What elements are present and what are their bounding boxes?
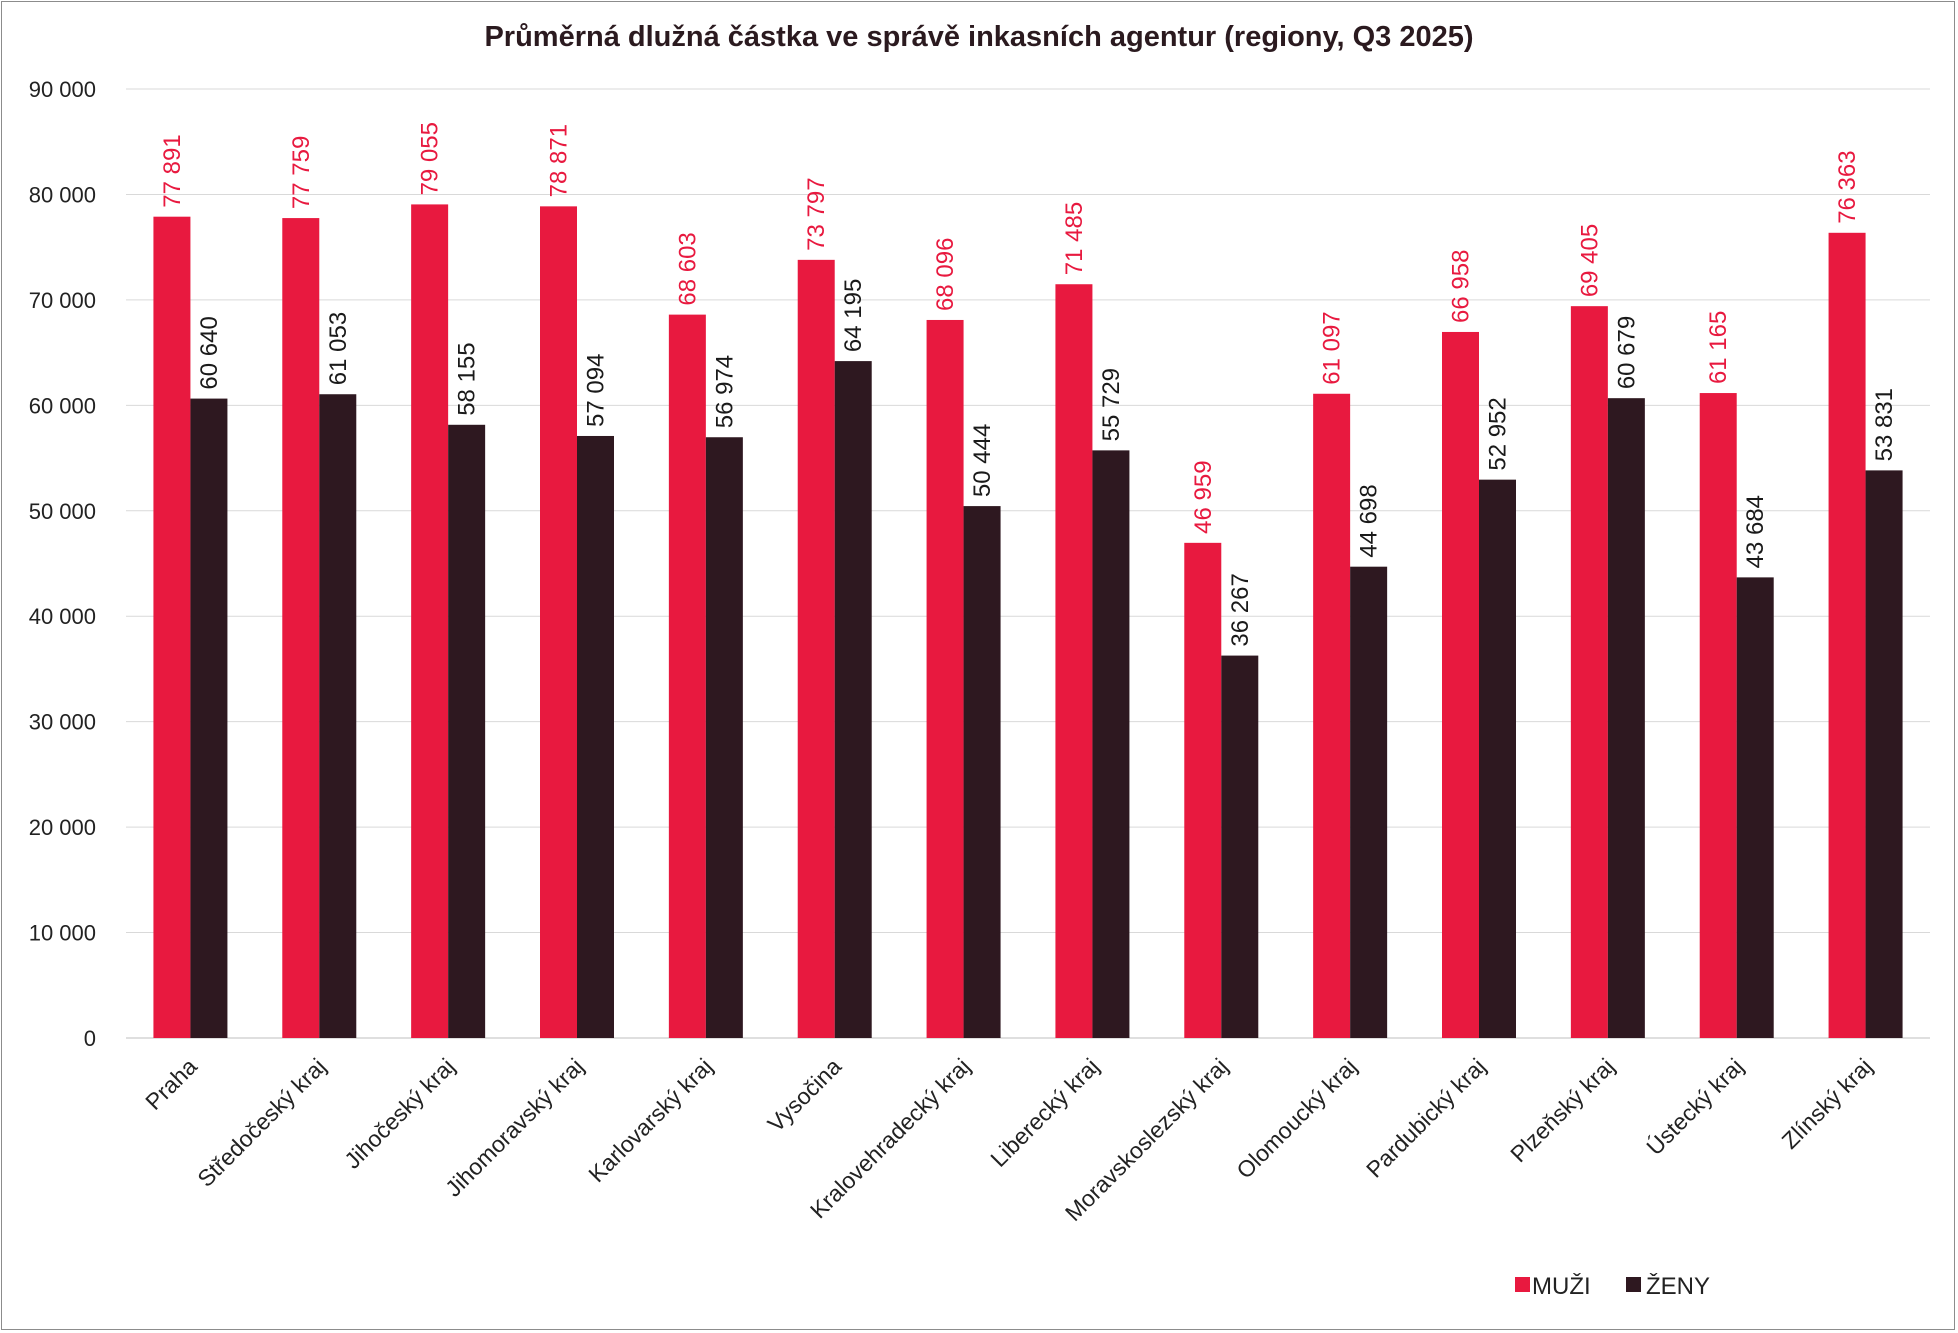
y-tick-label: 20 000 bbox=[29, 815, 96, 840]
data-label-zeny: 50 444 bbox=[969, 424, 996, 497]
y-tick-label: 0 bbox=[84, 1026, 96, 1051]
data-label-zeny: 44 698 bbox=[1356, 484, 1383, 557]
chart-title: Průměrná dlužná částka ve správě inkasní… bbox=[484, 21, 1473, 53]
bar-muzi bbox=[540, 206, 577, 1038]
bar-zeny bbox=[1092, 450, 1130, 1038]
x-tick-label: Olomoucký kraj bbox=[1231, 1053, 1361, 1183]
bar-muzi bbox=[1313, 393, 1351, 1038]
y-tick-label: 90 000 bbox=[29, 77, 96, 102]
y-tick-label: 80 000 bbox=[29, 182, 96, 207]
data-label-zeny: 64 195 bbox=[840, 279, 867, 352]
bar-muzi bbox=[797, 259, 835, 1038]
bar-muzi bbox=[1442, 331, 1479, 1038]
y-axis: 0 10 000 20 000 30 000 40 000 50 000 60 000 70 … bbox=[29, 77, 96, 1051]
bars bbox=[153, 204, 1903, 1039]
data-label-muzi: 79 055 bbox=[417, 122, 444, 195]
data-label-muzi: 61 097 bbox=[1319, 311, 1346, 384]
data-label-muzi: 77 759 bbox=[288, 136, 315, 209]
bar-zeny bbox=[1350, 566, 1388, 1038]
bar-muzi bbox=[1184, 542, 1222, 1038]
data-label-muzi: 61 165 bbox=[1705, 311, 1732, 384]
legend-swatch-muzi bbox=[1515, 1277, 1530, 1292]
bar-zeny bbox=[1736, 577, 1774, 1038]
y-tick-label: 30 000 bbox=[29, 710, 96, 735]
bar-zeny bbox=[1865, 470, 1903, 1038]
bar-muzi bbox=[1828, 232, 1866, 1039]
data-label-zeny: 36 267 bbox=[1227, 573, 1254, 646]
bar-zeny bbox=[834, 361, 872, 1039]
data-label-zeny: 52 952 bbox=[1485, 397, 1512, 470]
bar-muzi bbox=[1699, 393, 1737, 1038]
bar-zeny bbox=[1221, 655, 1259, 1038]
bar-muzi bbox=[1055, 284, 1093, 1039]
bar-muzi bbox=[668, 314, 706, 1038]
data-labels: 77 891 60 640 77 759 61 053 79 055 58 155 78 8… bbox=[159, 122, 1898, 647]
x-tick-label: Liberecký kraj bbox=[985, 1053, 1104, 1172]
legend: MUŽI ŽENY bbox=[1515, 1273, 1710, 1300]
bar-zeny bbox=[577, 435, 614, 1039]
data-label-muzi: 78 871 bbox=[546, 124, 573, 197]
y-tick-label: 50 000 bbox=[29, 499, 96, 524]
data-label-muzi: 69 405 bbox=[1576, 224, 1603, 297]
data-label-muzi: 66 958 bbox=[1448, 250, 1475, 323]
data-label-zeny: 53 831 bbox=[1871, 388, 1898, 461]
x-tick-label: Vysočina bbox=[762, 1053, 846, 1137]
bar-zeny bbox=[1479, 479, 1516, 1038]
y-tick-label: 60 000 bbox=[29, 393, 96, 418]
x-tick-label: Jihomoravský kraj bbox=[440, 1053, 589, 1202]
data-label-zeny: 60 640 bbox=[196, 316, 223, 389]
y-tick-label: 10 000 bbox=[29, 921, 96, 946]
legend-label-muzi: MUŽI bbox=[1532, 1273, 1591, 1300]
x-tick-label: Ústecký kraj bbox=[1641, 1053, 1748, 1160]
bar-zeny bbox=[705, 437, 743, 1038]
legend-swatch-zeny bbox=[1626, 1277, 1641, 1292]
x-tick-label: Zlínský kraj bbox=[1776, 1053, 1877, 1154]
x-tick-label: Praha bbox=[140, 1053, 202, 1115]
data-label-muzi: 77 891 bbox=[159, 134, 186, 207]
data-label-zeny: 57 094 bbox=[583, 354, 610, 427]
data-label-zeny: 43 684 bbox=[1742, 495, 1769, 568]
bar-muzi bbox=[1570, 306, 1608, 1038]
legend-label-zeny: ŽENY bbox=[1646, 1273, 1710, 1300]
bar-zeny bbox=[448, 424, 486, 1038]
data-label-zeny: 60 679 bbox=[1613, 316, 1640, 389]
x-tick-label: Pardubický kraj bbox=[1361, 1053, 1491, 1183]
x-tick-label: Středočeský kraj bbox=[192, 1053, 331, 1192]
y-tick-label: 70 000 bbox=[29, 288, 96, 313]
data-label-muzi: 76 363 bbox=[1834, 150, 1861, 223]
data-label-muzi: 68 096 bbox=[932, 238, 959, 311]
bar-muzi bbox=[926, 319, 964, 1038]
data-label-muzi: 46 959 bbox=[1190, 460, 1217, 533]
bar-zeny bbox=[1607, 398, 1645, 1038]
data-label-zeny: 55 729 bbox=[1098, 368, 1125, 441]
x-tick-label: Plzeňský kraj bbox=[1505, 1053, 1619, 1167]
data-label-muzi: 68 603 bbox=[674, 232, 701, 305]
x-tick-label: Jihočeský kraj bbox=[339, 1053, 460, 1174]
data-label-zeny: 56 974 bbox=[711, 355, 738, 428]
x-tick-label: Karlovarský kraj bbox=[583, 1053, 717, 1187]
bar-muzi bbox=[282, 218, 320, 1039]
bar-zeny bbox=[190, 398, 228, 1038]
bar-muzi bbox=[153, 216, 191, 1038]
data-label-muzi: 73 797 bbox=[803, 177, 830, 250]
data-label-muzi: 71 485 bbox=[1061, 202, 1088, 275]
data-label-zeny: 61 053 bbox=[325, 312, 352, 385]
bar-zeny bbox=[319, 394, 357, 1038]
bar-zeny bbox=[963, 506, 1001, 1038]
data-label-zeny: 58 155 bbox=[454, 342, 481, 415]
gridlines bbox=[126, 88, 1930, 1039]
y-tick-label: 40 000 bbox=[29, 604, 96, 629]
bar-muzi bbox=[411, 204, 449, 1039]
